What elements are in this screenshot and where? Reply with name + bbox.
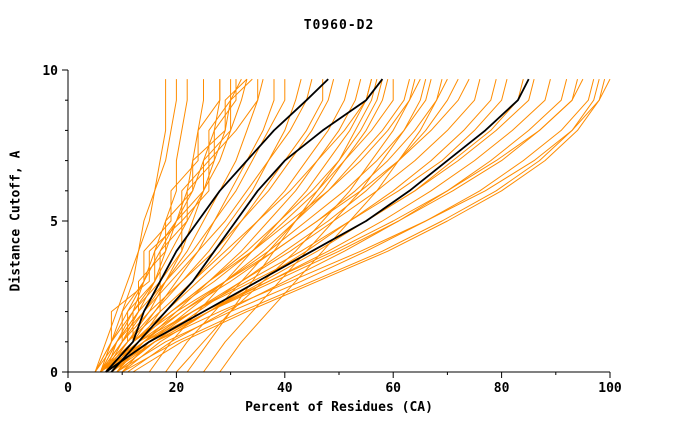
model-curve bbox=[100, 79, 286, 373]
x-axis-label: Percent of Residues (CA) bbox=[245, 400, 433, 415]
model-curve bbox=[100, 78, 470, 373]
model-curve bbox=[105, 78, 248, 373]
model-curve bbox=[100, 78, 335, 373]
model-curve bbox=[105, 79, 204, 373]
chart-title: T0960-D2 bbox=[303, 18, 375, 33]
model-curve bbox=[132, 78, 606, 373]
x-tick-label: 20 bbox=[169, 381, 185, 396]
model-curve bbox=[127, 78, 568, 373]
y-tick-label: 5 bbox=[50, 215, 58, 230]
model-curve bbox=[186, 78, 378, 373]
model-curve bbox=[148, 78, 372, 373]
y-axis-label: Distance Cutoff, A bbox=[8, 150, 24, 292]
model-curve bbox=[116, 78, 524, 373]
model-curve bbox=[100, 79, 167, 373]
model-curve bbox=[94, 79, 177, 373]
model-curve bbox=[203, 78, 427, 373]
model-curve bbox=[110, 79, 237, 373]
model-curve bbox=[100, 78, 421, 373]
x-tick-label: 100 bbox=[598, 381, 622, 396]
model-curve bbox=[100, 79, 221, 373]
highlight-curve bbox=[105, 78, 530, 373]
model-curve bbox=[116, 78, 595, 373]
model-curve bbox=[121, 78, 600, 373]
highlight-curve bbox=[105, 78, 329, 373]
model-curve bbox=[105, 78, 611, 373]
model-curve bbox=[100, 79, 259, 373]
model-curve bbox=[116, 78, 264, 373]
model-curve bbox=[111, 78, 551, 373]
x-tick-label: 0 bbox=[64, 381, 72, 396]
model-curve bbox=[176, 78, 416, 373]
highlight-curve bbox=[110, 78, 384, 373]
model-curve bbox=[105, 78, 448, 373]
model-curve bbox=[121, 78, 497, 373]
model-curve bbox=[100, 78, 372, 373]
x-tick-label: 60 bbox=[385, 381, 401, 396]
model-curve bbox=[100, 79, 221, 373]
model-curve bbox=[100, 78, 242, 373]
x-tick-label: 80 bbox=[494, 381, 510, 396]
model-curve bbox=[111, 78, 432, 373]
y-tick-label: 0 bbox=[50, 366, 58, 381]
x-tick-label: 40 bbox=[277, 381, 293, 396]
model-curve bbox=[116, 78, 362, 373]
y-tick-label: 10 bbox=[42, 64, 58, 79]
model-curve bbox=[105, 79, 232, 373]
model-curve bbox=[94, 78, 313, 373]
model-curve bbox=[105, 78, 302, 373]
model-curve bbox=[219, 78, 443, 373]
